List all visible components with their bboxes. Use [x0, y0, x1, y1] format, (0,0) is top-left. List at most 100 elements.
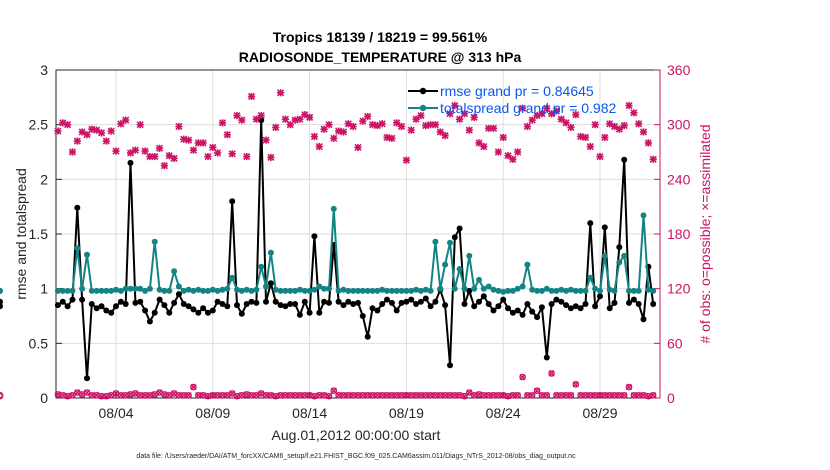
obs-assimilated-point — [291, 116, 299, 124]
obs-assimilated-point — [586, 142, 594, 151]
obs-low-point — [577, 392, 584, 399]
obs-low-point — [451, 392, 458, 399]
rmse-point — [224, 303, 231, 310]
totalspread-point — [519, 283, 526, 290]
series-obs-assimilated — [54, 89, 657, 170]
obs-low-point — [427, 392, 434, 399]
totalspread-point — [214, 287, 221, 294]
rmse-point — [306, 309, 313, 316]
totalspread-point — [485, 283, 492, 290]
obs-low-point — [161, 391, 168, 398]
series-obs-assimilated-low — [55, 371, 657, 400]
totalspread-point — [190, 287, 197, 294]
obs-assimilated-point — [310, 132, 319, 141]
obs-low-point — [350, 392, 357, 399]
totalspread-point — [597, 287, 603, 294]
obs-low-point — [538, 392, 546, 399]
obs-assimilated-point — [523, 122, 531, 131]
obs-low-point — [630, 392, 637, 399]
totalspread-point — [577, 287, 584, 294]
obs-possible-point — [567, 391, 575, 399]
obs-low-point — [277, 392, 284, 399]
totalspread-point — [84, 251, 90, 258]
obs-assimilated-point — [426, 121, 435, 129]
obs-assimilated-point — [301, 111, 309, 119]
obs-low-point — [127, 391, 134, 398]
obs-low-point — [485, 392, 492, 399]
rmse-point — [156, 296, 163, 303]
obs-assimilated-point — [354, 143, 362, 152]
obs-low-point — [175, 392, 183, 399]
obs-assimilated-point — [88, 125, 96, 133]
obs-low-point — [432, 392, 439, 399]
x-axis-ticks: 08/04 08/09 08/14 08/19 08/24 08/29 — [98, 392, 618, 421]
rmse-point — [650, 301, 657, 307]
rmse-point — [442, 302, 449, 309]
obs-assimilated-point — [407, 126, 415, 134]
obs-assimilated-point — [373, 121, 381, 130]
obs-assimilated-point — [339, 128, 348, 136]
totalspread-point — [267, 249, 274, 256]
obs-assimilated-point — [272, 123, 280, 131]
obs-assimilated-point — [78, 128, 86, 136]
obs-assimilated-point — [494, 148, 502, 156]
obs-assimilated-point — [596, 152, 604, 161]
totalspread-point — [69, 287, 76, 294]
obs-assimilated-point — [223, 131, 231, 139]
y-tick-label: 0.5 — [29, 335, 49, 351]
rmse-point — [621, 156, 628, 163]
rmse-point — [461, 301, 468, 307]
rmse-point — [606, 305, 613, 312]
rmse-point — [132, 299, 139, 306]
obs-assimilated-point — [547, 110, 556, 118]
legend: rmse grand pr = 0.84645 totalspread gran… — [408, 83, 617, 116]
rmse-point — [485, 301, 492, 307]
rmse-point — [538, 304, 545, 311]
obs-low-point — [330, 387, 337, 394]
rmse-point — [529, 308, 536, 315]
rmse-point — [490, 307, 497, 314]
obs-assimilated-point — [122, 116, 130, 124]
legend-rmse-label: rmse grand pr = 0.84645 — [440, 83, 594, 99]
totalspread-point — [64, 287, 71, 294]
obs-assimilated-point — [214, 149, 222, 157]
obs-low-point — [529, 392, 536, 399]
totalspread-point — [166, 287, 173, 294]
totalspread-point — [427, 287, 434, 294]
totalspread-point — [113, 286, 119, 293]
rmse-point — [209, 307, 216, 314]
obs-assimilated-point — [180, 135, 188, 143]
rmse-point — [117, 298, 124, 305]
obs-low-point — [204, 393, 212, 400]
totalspread-point — [316, 283, 323, 290]
obs-low-point — [180, 392, 187, 399]
obs-assimilated-point — [460, 110, 469, 118]
totalspread-point — [466, 252, 473, 259]
totalspread-point — [495, 287, 502, 294]
obs-assimilated-point — [528, 116, 536, 124]
obs-assimilated-point — [451, 101, 459, 110]
obs-low-point — [393, 392, 400, 399]
rmse-point — [113, 303, 119, 310]
obs-low-point — [185, 392, 192, 399]
obs-possible-point — [572, 380, 580, 388]
rmse-point — [282, 303, 289, 310]
totalspread-point — [563, 287, 570, 294]
totalspread-point — [543, 285, 550, 292]
obs-assimilated-point — [543, 104, 551, 112]
totalspread-point — [161, 287, 168, 294]
totalspread-point — [330, 205, 337, 212]
totalspread-point — [326, 285, 332, 292]
obs-low-point — [640, 392, 647, 399]
obs-low-point — [553, 392, 560, 399]
obs-assimilated-point — [330, 134, 338, 142]
rmse-point — [98, 303, 105, 310]
totalspread-point — [74, 245, 81, 252]
rmse-point — [243, 301, 250, 307]
y-axis-ticks: 0 0.5 1 1.5 2 2.5 3 — [29, 62, 62, 406]
obs-low-point — [388, 392, 395, 399]
rmse-point — [427, 303, 434, 310]
totalspread-point — [132, 285, 139, 292]
obs-low-point — [98, 393, 105, 400]
obs-low-point — [354, 392, 362, 399]
